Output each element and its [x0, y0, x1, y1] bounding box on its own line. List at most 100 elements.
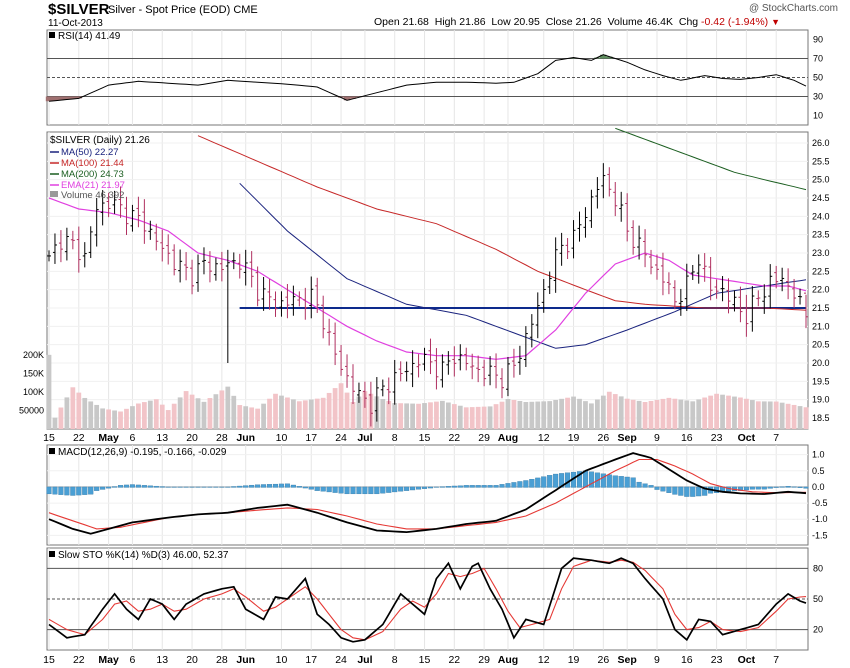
price-tick-label: 23.5 [812, 230, 830, 240]
macd-histogram-bar [249, 484, 255, 488]
volume-bar [589, 403, 594, 429]
macd-histogram-bar [523, 480, 529, 488]
volume-bar [672, 398, 678, 429]
volume-bar [136, 403, 141, 429]
volume-bar [58, 407, 64, 429]
macd-histogram-bar [112, 486, 118, 488]
macd-histogram-bar [433, 486, 439, 488]
x-axis-top-label: 29 [478, 432, 490, 444]
macd-tick-label: 1.0 [812, 450, 825, 460]
volume-bar [267, 398, 272, 429]
macd-histogram-bar [374, 486, 380, 495]
macd-histogram-bar [135, 484, 141, 488]
price-tick-label: 21.5 [812, 303, 830, 313]
macd-histogram-bar [267, 484, 273, 488]
volume-bar [171, 403, 177, 429]
macd-histogram-bar [284, 483, 290, 488]
volume-bar [469, 407, 475, 429]
x-axis-top-label: 7 [773, 432, 779, 444]
ema21-line [48, 197, 807, 360]
volume-bar [219, 390, 225, 429]
volume-bar [106, 409, 111, 429]
volume-bar [201, 401, 207, 429]
macd-histogram-bar [207, 486, 213, 488]
macd-histogram-bar [624, 476, 630, 488]
macd-histogram-bar [696, 486, 702, 497]
price-tick-label: 20.0 [812, 358, 830, 368]
macd-histogram-bar [177, 486, 183, 488]
price-panel [46, 131, 809, 430]
volume-bar [600, 395, 606, 429]
macd-histogram-bar [296, 486, 302, 488]
volume-bar [630, 399, 636, 429]
volume-bar [380, 399, 386, 429]
x-axis-top-label: 23 [711, 432, 723, 444]
volume-bar [690, 401, 696, 429]
volume-bar [797, 406, 803, 429]
volume-bar [338, 383, 344, 429]
price-tick-label: 19.5 [812, 376, 830, 386]
macd-histogram-bar [58, 486, 64, 495]
volume-bar [547, 401, 553, 429]
price-tick-label: 25.0 [812, 175, 830, 185]
macd-histogram-bar [398, 486, 404, 492]
exchange-name: CME [233, 4, 258, 16]
macd-legend-swatch [49, 448, 55, 454]
volume-bar [624, 398, 630, 429]
volume-bar [296, 401, 302, 429]
macd-line [48, 452, 807, 535]
macd-panel [46, 444, 809, 546]
price-tick-label: 18.5 [812, 413, 830, 423]
x-axis-bottom-label: Sep [618, 654, 637, 666]
down-arrow-icon: ▼ [771, 17, 781, 27]
volume-bar [237, 405, 243, 429]
macd-histogram-bar [582, 470, 588, 488]
x-axis-top-label: 8 [392, 432, 398, 444]
rsi-tick-label: 90 [813, 35, 823, 45]
macd-histogram-bar [439, 486, 445, 488]
chg-label: Chg [678, 16, 699, 28]
volume-bar [386, 401, 392, 429]
price-tick-label: 22.0 [812, 285, 830, 295]
x-axis-bottom-label: 19 [568, 654, 580, 666]
macd-histogram-bar [493, 485, 499, 488]
volume-bar [279, 395, 284, 429]
volume-bar [523, 402, 529, 429]
macd-histogram-bar [690, 486, 696, 497]
volume-bar [660, 398, 666, 429]
macd-histogram-bar [702, 486, 708, 496]
macd-tick-label: 0.5 [812, 466, 825, 476]
volume-bar [541, 401, 547, 429]
volume-bar [457, 405, 463, 429]
macd-histogram-bar [791, 486, 797, 488]
low-label: Low [491, 16, 511, 28]
volume-bar [475, 406, 481, 429]
volume-bar [52, 417, 58, 429]
volume-bar [320, 397, 326, 429]
volume-bar [153, 399, 159, 429]
macd-histogram-bar [475, 485, 481, 488]
rsi-oversold-fill [45, 96, 363, 102]
volume-bar [291, 399, 296, 429]
macd-histogram-bar [565, 472, 571, 488]
macd-histogram-bar [278, 483, 284, 488]
x-axis-top-label: 24 [335, 432, 347, 444]
macd-histogram-bar [338, 486, 344, 494]
macd-histogram-bar [517, 481, 523, 488]
macd-histogram-bar [106, 486, 112, 489]
macd-histogram-bar [70, 486, 76, 496]
macd-histogram-bar [82, 486, 88, 495]
macd-histogram-bar [213, 486, 219, 488]
macd-histogram-bar [219, 486, 225, 488]
macd-histogram-bar [153, 485, 159, 488]
macd-histogram-bar [88, 486, 94, 495]
stockcharts-brand[interactable]: @ StockCharts.com [748, 3, 838, 14]
macd-histogram-bar [481, 485, 487, 488]
volume-bar [243, 406, 249, 429]
macd-histogram-bar [797, 486, 803, 488]
volume-bar [571, 396, 576, 429]
volume-bar [702, 397, 708, 429]
volume-bar [511, 399, 517, 429]
volume-bar [124, 408, 129, 429]
volume-bar [773, 401, 779, 429]
